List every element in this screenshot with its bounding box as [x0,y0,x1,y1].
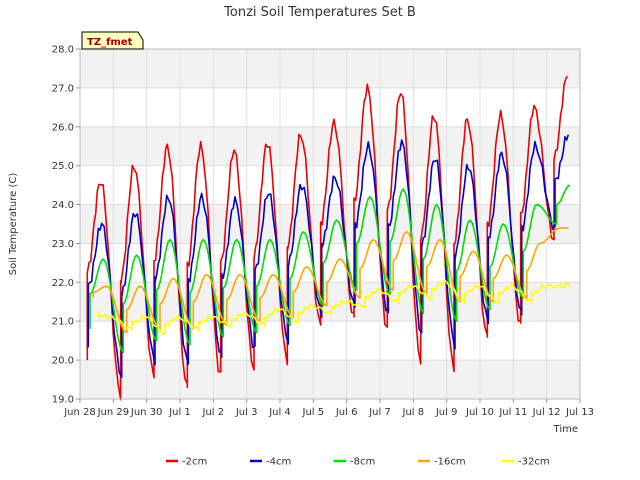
series-line-minus-4cm [87,134,570,379]
x-tick-label: Jul 7 [368,407,391,418]
x-tick-label: Jul 11 [498,407,527,418]
x-axis-title: Time [553,424,578,435]
y-axis-title: Soil Temperature (C) [8,173,19,276]
x-tick-label: Jul 12 [532,407,561,418]
legend-label: -8cm [350,457,375,468]
plot-band [80,282,580,322]
x-tick-label: Jul 4 [268,407,291,418]
plot-frame [79,48,581,400]
x-tick-label: Jul 10 [465,407,494,418]
legend: -2cm -4cm -8cm -16cm -32cm [166,457,550,468]
series-line-minus-8cm [89,184,571,354]
y-tick-label: 25.0 [52,161,74,172]
series-line-minus-2cm [86,75,568,401]
y-tick-label: 23.0 [52,239,74,250]
y-tick-label: 20.0 [52,356,74,367]
x-tick-label: Jul 6 [335,407,358,418]
plot-band [80,49,580,88]
x-axis-ticks: Jun 28 Jun 29 Jun 30 Jul 1 Jul 2 Jul 3 Jul 4 Ju… [63,399,594,418]
x-tick-label: Jul 8 [402,407,425,418]
chart-title: Tonzi Soil Temperatures Set B [223,5,416,20]
legend-label: -16cm [434,457,466,468]
site-tag-box: TZ_fmet [81,31,144,50]
x-tick-label: Jul 1 [168,407,191,418]
series-line-minus-16cm [92,227,569,334]
series-line-minus-32cm [97,279,571,335]
y-tick-label: 22.0 [52,278,74,289]
x-tick-label: Jul 9 [435,407,458,418]
x-tick-label: Jun 29 [97,407,130,418]
y-tick-label: 28.0 [52,45,74,56]
y-tick-label: 19.0 [52,395,74,406]
legend-label: -32cm [518,457,550,468]
x-tick-label: Jul 5 [302,407,325,418]
x-tick-label: Jun 28 [63,407,96,418]
y-tick-label: 21.0 [52,317,74,328]
site-tag-label: TZ_fmet [87,37,133,48]
x-tick-label: Jul 3 [235,407,258,418]
legend-label: -2cm [182,457,207,468]
y-tick-label: 24.0 [52,200,74,211]
y-tick-label: 27.0 [52,83,74,94]
series-lines [86,75,571,401]
x-tick-label: Jul 13 [565,407,594,418]
plot-band [80,360,580,399]
x-tick-label: Jun 30 [130,407,163,418]
y-axis-ticks: 19.0 20.0 21.0 22.0 23.0 24.0 25.0 26.0 27.0 28.0 [52,45,80,406]
x-tick-label: Jul 2 [202,407,225,418]
legend-label: -4cm [266,457,291,468]
y-tick-label: 26.0 [52,122,74,133]
